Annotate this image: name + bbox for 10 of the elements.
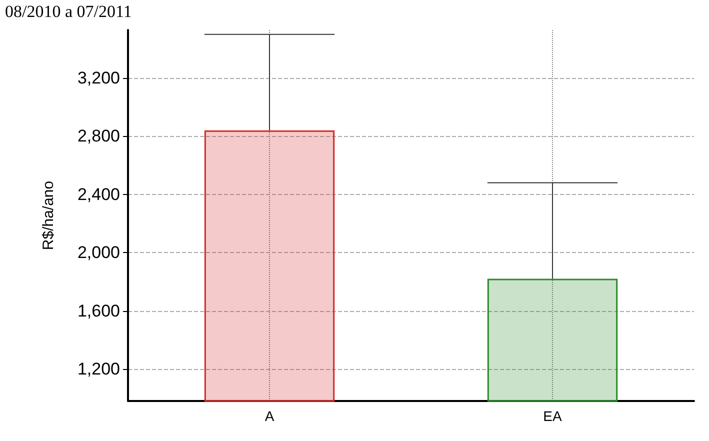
x-tick-label: EA: [543, 408, 562, 424]
y-tick-label: 1,600: [77, 301, 120, 320]
x-tick-label: A: [264, 408, 275, 424]
y-tick-label: 2,000: [77, 243, 120, 262]
chart-title: 08/2010 a 07/2011: [5, 2, 132, 21]
y-tick-label: 3,200: [77, 68, 120, 88]
y-tick-label: 2,400: [77, 184, 120, 204]
y-tick-label: 1,200: [77, 359, 120, 378]
y-tick-label: 2,800: [77, 126, 120, 146]
y-axis-title: R$/ha/ano: [40, 180, 57, 250]
